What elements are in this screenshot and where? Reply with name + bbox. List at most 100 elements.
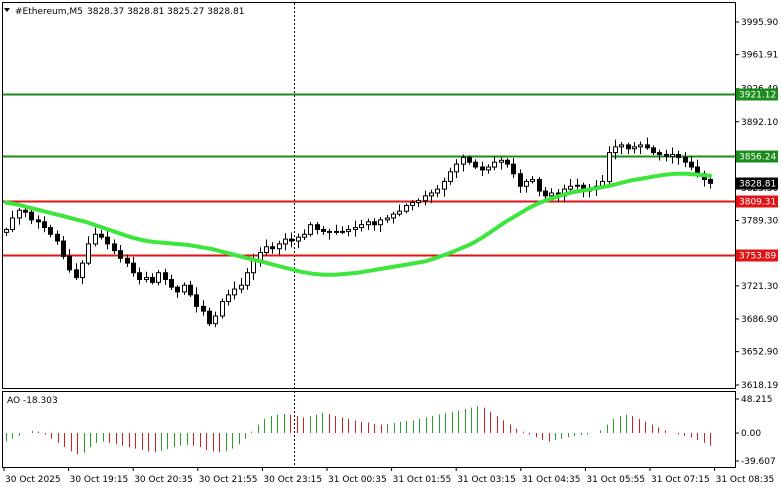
candle-body xyxy=(315,224,320,230)
candle-body xyxy=(175,286,180,293)
candle-body xyxy=(67,255,72,271)
candle-body xyxy=(226,294,231,303)
candle-body xyxy=(169,278,174,288)
candle-body xyxy=(454,163,459,173)
candle-body xyxy=(607,152,612,182)
candle-body xyxy=(486,166,491,171)
ohlc-readout: 3828.37 3828.81 3825.27 3828.81 xyxy=(87,7,244,17)
time-tick-label: 30 Oct 20:35 xyxy=(134,475,193,485)
candle-body xyxy=(182,284,187,293)
candle-body xyxy=(150,277,155,283)
candle-body xyxy=(537,179,542,192)
candle-body xyxy=(105,236,110,245)
resistance-level-label: 3921.12 xyxy=(739,91,776,101)
support-level-tag xyxy=(736,249,778,262)
candle-body xyxy=(55,233,60,242)
candle-body xyxy=(42,221,47,229)
price-tick-label: 3961.91 xyxy=(741,51,778,61)
candle-body xyxy=(93,233,98,245)
candle-body xyxy=(442,180,447,190)
candle-body xyxy=(17,209,22,219)
chart-menu-arrow-icon[interactable] xyxy=(4,8,10,12)
candle-body xyxy=(492,161,497,168)
price-tick-label: 3995.90 xyxy=(741,18,778,28)
candle-body xyxy=(416,200,421,204)
ao-tick-label: -39.607 xyxy=(741,457,776,467)
candle-body xyxy=(245,272,250,286)
resistance-level-tag xyxy=(736,88,778,101)
candle-body xyxy=(194,294,199,307)
symbol-label: #Ethereum,M5 xyxy=(15,7,83,17)
time-tick-label: 31 Oct 01:55 xyxy=(393,475,452,485)
time-tick-label: 30 Oct 19:15 xyxy=(70,475,129,485)
candle-body xyxy=(239,284,244,290)
time-tick-label: 31 Oct 07:15 xyxy=(651,475,710,485)
ao-plot-frame xyxy=(2,391,736,468)
candle-body xyxy=(689,161,694,168)
candle-body xyxy=(683,156,688,163)
price-tags-layer: 3921.12 3856.24 3809.31 3753.89 3828.81 xyxy=(736,88,778,262)
candle-body xyxy=(404,204,409,212)
candle-body xyxy=(125,257,130,264)
price-tick-label: 3789.30 xyxy=(741,217,778,227)
candle-body xyxy=(23,209,28,213)
candle-body xyxy=(207,310,212,325)
candle-body xyxy=(372,221,377,226)
support-level-tag xyxy=(736,195,778,208)
time-axis: 30 Oct 2025 30 Oct 19:15 30 Oct 20:35 30 Oc… xyxy=(3,467,775,485)
candle-body xyxy=(429,192,434,197)
candle-body xyxy=(619,144,624,148)
candle-body xyxy=(112,243,117,252)
candle-body xyxy=(632,146,637,150)
candle-body xyxy=(302,233,307,238)
main-plot-frame xyxy=(2,2,736,389)
ao-tick-label: 48.215 xyxy=(741,395,773,405)
candle-body xyxy=(321,228,326,232)
current-price-label: 3828.81 xyxy=(739,180,776,190)
candle-body xyxy=(543,190,548,197)
candle-body xyxy=(131,262,136,274)
time-tick-label: 30 Oct 23:15 xyxy=(263,475,322,485)
time-tick-label: 31 Oct 08:35 xyxy=(716,475,775,485)
resistance-level-tag xyxy=(736,150,778,163)
candle-body xyxy=(448,171,453,182)
candle-body xyxy=(480,166,485,171)
price-tick-label: 3686.90 xyxy=(741,315,778,325)
candle-body xyxy=(575,184,580,187)
candle-body xyxy=(137,272,142,280)
candle-body xyxy=(613,146,618,154)
price-tick-label: 3618.19 xyxy=(741,381,778,391)
candle-body xyxy=(473,161,478,168)
candle-body xyxy=(385,217,390,221)
price-tick-label: 3652.90 xyxy=(741,348,778,358)
ao-indicator-label: AO -18.303 xyxy=(7,396,58,406)
candle-body xyxy=(220,301,225,317)
ao-tick-label: 0.00 xyxy=(741,429,761,439)
candle-body xyxy=(670,154,675,157)
candle-body xyxy=(296,236,301,242)
candle-body xyxy=(327,230,332,233)
candle-body xyxy=(144,277,149,280)
candle-body xyxy=(188,284,193,296)
candle-body xyxy=(366,221,371,226)
time-tick-label: 31 Oct 05:55 xyxy=(586,475,645,485)
candle-body xyxy=(499,159,504,163)
candle-body xyxy=(657,152,662,156)
candle-body xyxy=(4,228,9,233)
candle-body xyxy=(334,230,339,233)
candle-body xyxy=(518,173,523,187)
candle-body xyxy=(676,154,681,158)
candle-body xyxy=(99,233,104,238)
candle-body xyxy=(626,144,631,150)
candle-body xyxy=(163,272,168,280)
candle-body xyxy=(86,243,91,264)
time-tick-label: 31 Oct 00:35 xyxy=(328,475,387,485)
time-tick-label: 31 Oct 03:15 xyxy=(457,475,516,485)
candle-body xyxy=(708,179,713,184)
candle-body xyxy=(61,240,66,257)
candle-body xyxy=(391,213,396,219)
ma-layer xyxy=(4,171,712,277)
candle-body xyxy=(346,228,351,232)
candle-body xyxy=(359,224,364,229)
